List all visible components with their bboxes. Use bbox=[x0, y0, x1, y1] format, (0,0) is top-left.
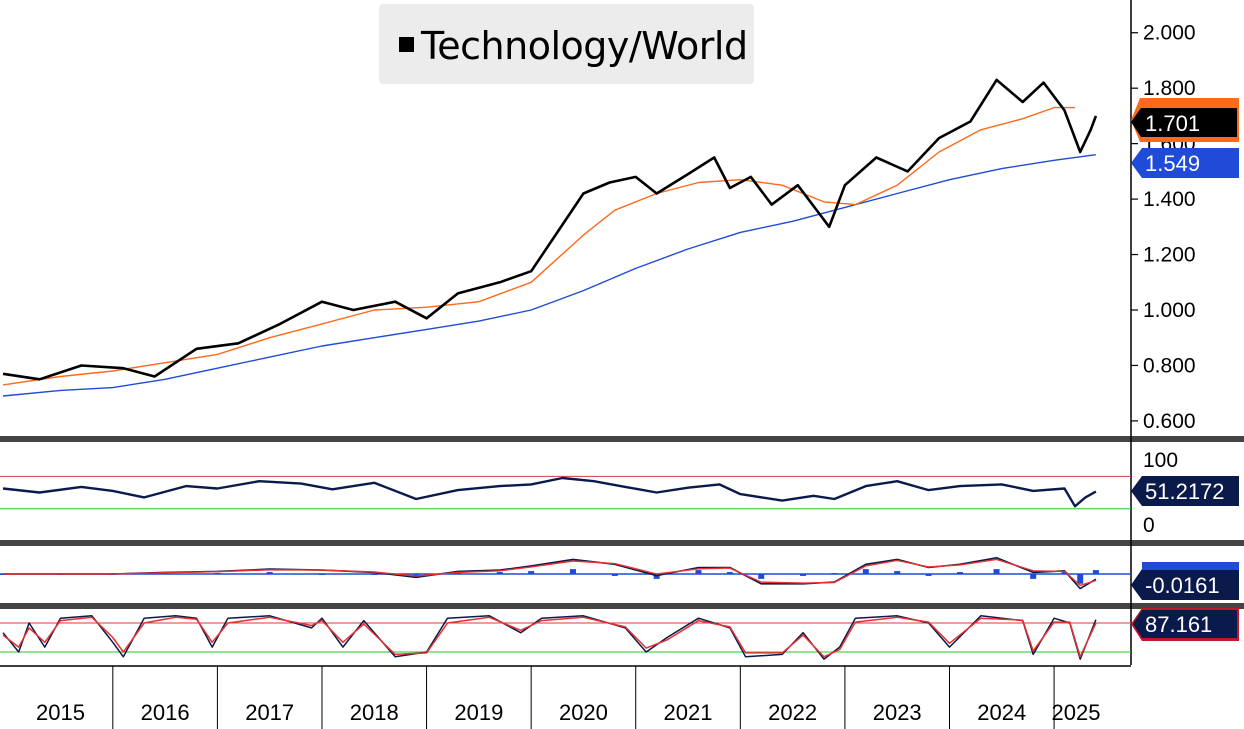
series-line--k bbox=[2, 615, 1097, 660]
macd-signal-tag-strip bbox=[1142, 562, 1239, 570]
macd-last-value-tag: -0.0161 bbox=[1131, 562, 1239, 600]
macd-histogram-bar bbox=[956, 572, 963, 574]
price-tick-label: 0.800 bbox=[1143, 354, 1196, 377]
price-last-value: 1.701 bbox=[1145, 111, 1200, 136]
macd-histogram-bar bbox=[266, 572, 273, 574]
stoch-tag-bg bbox=[1133, 610, 1237, 638]
ma200-last-value-tag: 1.549 bbox=[1131, 148, 1239, 178]
macd-histogram-bar bbox=[925, 574, 932, 576]
x-axis-year-label: 2018 bbox=[350, 700, 399, 725]
series-line-technology-world bbox=[2, 78, 1098, 381]
panel-separator[interactable] bbox=[0, 540, 1244, 546]
x-axis-year-label: 2024 bbox=[977, 700, 1026, 725]
price-tick-label: 2.000 bbox=[1143, 22, 1196, 45]
macd-histogram-bar bbox=[214, 573, 221, 575]
x-axis-year-label: 2017 bbox=[245, 700, 294, 725]
series-line-rsi bbox=[2, 476, 1097, 508]
macd-histogram-bar bbox=[569, 569, 576, 574]
macd-histogram-bar bbox=[611, 574, 618, 576]
x-axis-year-label: 2015 bbox=[36, 700, 85, 725]
macd-histogram-bar bbox=[318, 574, 325, 575]
rsi-last-value-tag: 51.2172 bbox=[1131, 476, 1239, 506]
macd-last-value: -0.0161 bbox=[1145, 573, 1220, 598]
series-line-ma-200 bbox=[2, 154, 1096, 397]
rsi-tick-0: 0 bbox=[1143, 514, 1155, 537]
series-line--d bbox=[2, 616, 1097, 658]
x-axis-labels: 2015 2016 2017 2018 2019 2020 2021 2022 2023 2024… bbox=[36, 666, 1101, 729]
price-tick-label: 0.600 bbox=[1143, 410, 1196, 433]
panel-separator[interactable] bbox=[0, 436, 1244, 442]
panel-separator[interactable] bbox=[0, 603, 1244, 609]
x-axis-year-label: 2019 bbox=[454, 700, 503, 725]
x-axis-year-label: 2025 bbox=[1052, 700, 1101, 725]
macd-tag-bg bbox=[1131, 569, 1239, 600]
macd-histogram-bar bbox=[1077, 574, 1084, 584]
macd-histogram-bar bbox=[496, 572, 503, 574]
price-tick-label: 1.000 bbox=[1143, 299, 1196, 322]
macd-histogram-bar bbox=[695, 570, 702, 574]
x-axis-year-label: 2016 bbox=[141, 700, 190, 725]
macd-histogram-bar bbox=[831, 573, 838, 575]
legend-swatch bbox=[399, 37, 414, 52]
x-axis-year-label: 2022 bbox=[768, 700, 817, 725]
macd-histogram-bar bbox=[1092, 570, 1099, 574]
macd-histogram-bar bbox=[371, 574, 378, 575]
macd-histogram-bar bbox=[758, 574, 765, 579]
rsi-tick-100: 100 bbox=[1143, 449, 1178, 472]
price-tick-label: 1.400 bbox=[1143, 188, 1196, 211]
legend-label: Technology/World bbox=[421, 24, 748, 68]
x-axis-year-label: 2023 bbox=[873, 700, 922, 725]
series-line-signal bbox=[3, 558, 1097, 587]
price-tag-bg bbox=[1131, 108, 1237, 137]
rsi-last-value: 51.2172 bbox=[1145, 479, 1225, 504]
rsi-tag-bg bbox=[1131, 476, 1239, 506]
macd-histogram-bar bbox=[993, 569, 1000, 574]
legend[interactable]: Technology/World bbox=[379, 4, 754, 84]
ma200-last-value: 1.549 bbox=[1145, 151, 1200, 176]
macd-panel bbox=[0, 557, 1131, 590]
price-last-value-tag: 1.701 bbox=[1131, 98, 1239, 142]
macd-histogram-bar bbox=[862, 569, 869, 574]
price-series-group bbox=[2, 78, 1098, 397]
stoch-last-value: 87.161 bbox=[1145, 612, 1212, 637]
ma200-tag-bg bbox=[1131, 148, 1239, 178]
x-axis-year-label: 2021 bbox=[664, 700, 713, 725]
macd-histogram-bar bbox=[726, 572, 733, 574]
macd-histogram-bar bbox=[528, 571, 535, 574]
x-axis-year-label: 2020 bbox=[559, 700, 608, 725]
rsi-panel: 100 0 bbox=[0, 449, 1178, 537]
macd-histogram-bar bbox=[1061, 572, 1068, 574]
macd-histogram-bar bbox=[1030, 574, 1037, 579]
macd-histogram-bar bbox=[894, 571, 901, 574]
stoch-panel bbox=[0, 615, 1131, 660]
stoch-last-value-tag: 87.161 bbox=[1131, 608, 1239, 641]
price-tick-label: 1.200 bbox=[1143, 244, 1196, 267]
macd-histogram-bar bbox=[162, 573, 169, 575]
series-line-ma-50 bbox=[2, 106, 1075, 386]
macd-histogram-bar bbox=[800, 574, 807, 576]
price-tick-label: 1.800 bbox=[1143, 77, 1196, 100]
macd-histogram-bar bbox=[653, 574, 660, 579]
